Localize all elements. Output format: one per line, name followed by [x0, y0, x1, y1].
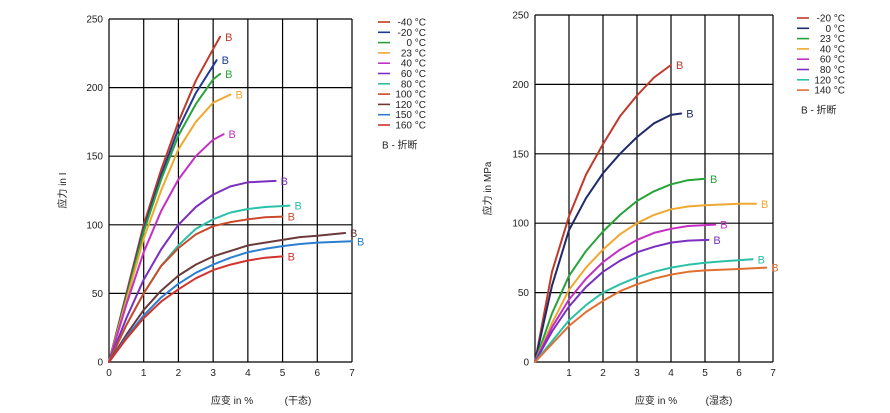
legend-label: 120 °C — [814, 75, 845, 86]
x-axis-label: 应变 in % — [211, 394, 253, 407]
x-tick-label: 2 — [176, 368, 182, 379]
legend-label: 150 °C — [395, 110, 426, 121]
break-label: B — [720, 220, 727, 232]
x-tick-label: 2 — [600, 368, 606, 379]
break-label: B — [758, 254, 765, 266]
y-tick-label: 0 — [523, 358, 529, 369]
series-line — [534, 223, 717, 363]
y-tick-label: 150 — [512, 149, 529, 160]
x-tick-label: 4 — [245, 368, 251, 379]
x-tick-label: 1 — [141, 368, 147, 379]
chart-dry: 0 1 2 3 4 5 6 7 0 50 100 150 200 250 应变 in % (干态) 应力 in … — [56, 15, 426, 408]
chart-wet: 1 2 3 4 5 6 7 0 50 100 150 200 250 应变 in % (湿态) 应力 in M… — [481, 11, 845, 408]
y-axis-label: 应力 in I — [56, 172, 69, 208]
x-tick-label: 6 — [315, 368, 321, 379]
break-label: B — [222, 55, 229, 67]
series-line — [108, 240, 353, 363]
break-label: B — [295, 201, 302, 213]
y-tick-label: 250 — [86, 15, 103, 26]
y-tick-label: 100 — [512, 219, 529, 230]
break-label: B — [713, 235, 720, 247]
series-line — [108, 179, 277, 363]
legend-label: 40 °C — [820, 44, 845, 55]
break-label: B — [710, 174, 717, 186]
x-tick-label: 4 — [668, 368, 674, 379]
legend-label: 160 °C — [395, 121, 426, 132]
legend-label: 23 °C — [401, 48, 426, 59]
x-tick-label: 7 — [770, 368, 776, 379]
series-line — [534, 202, 757, 363]
break-label: B — [281, 176, 288, 188]
break-label: B — [676, 60, 683, 72]
break-label: B — [350, 228, 357, 240]
legend-label: 120 °C — [395, 100, 426, 111]
legend-label: 0 °C — [825, 24, 845, 35]
series-line — [534, 238, 710, 363]
series-line — [108, 232, 347, 363]
series-line — [108, 215, 284, 363]
series-line — [534, 177, 706, 363]
x-tick-label: 3 — [634, 368, 640, 379]
break-label: B — [225, 32, 232, 44]
series-line — [534, 112, 683, 363]
legend-label: 0 °C — [406, 38, 426, 49]
legend-label: 60 °C — [401, 69, 426, 80]
series-line — [108, 35, 222, 363]
series-line — [108, 255, 284, 363]
y-tick-label: 50 — [92, 289, 104, 300]
legend-label: 23 °C — [820, 34, 845, 45]
legend-label: 100 °C — [395, 90, 426, 101]
x-tick-label: 3 — [210, 368, 216, 379]
series-line — [108, 204, 291, 363]
legend-label: -20 °C — [817, 14, 845, 25]
break-label: B — [229, 129, 236, 141]
x-axis-note: (湿态) — [706, 394, 733, 407]
series-line — [108, 93, 232, 363]
y-tick-label: 100 — [86, 220, 103, 231]
y-tick-label: 150 — [86, 152, 103, 163]
series-line — [534, 64, 672, 363]
y-tick-label: 200 — [512, 80, 529, 91]
series-line — [108, 59, 218, 363]
x-tick-label: 6 — [736, 368, 742, 379]
legend-label: 80 °C — [820, 65, 845, 76]
break-label: B — [288, 251, 295, 263]
x-tick-label: 7 — [349, 368, 355, 379]
legend-note: B - 折断 — [382, 138, 418, 151]
x-tick-label: 5 — [280, 368, 286, 379]
legend-label: 40 °C — [401, 59, 426, 70]
break-label: B — [761, 199, 768, 211]
legend-label: 60 °C — [820, 55, 845, 66]
y-axis-label: 应力 in MPa — [481, 161, 494, 215]
series-line — [534, 266, 768, 363]
y-tick-label: 50 — [518, 288, 530, 299]
x-axis-label: 应变 in % — [635, 394, 677, 407]
legend-note: B - 折断 — [801, 103, 837, 116]
break-label: B — [236, 89, 243, 101]
legend-label: 140 °C — [814, 86, 845, 97]
legend-label: -40 °C — [398, 18, 426, 29]
break-label: B — [225, 69, 232, 81]
y-tick-label: 0 — [97, 358, 103, 369]
legend-label: -20 °C — [398, 28, 426, 39]
break-label: B — [288, 212, 295, 224]
x-tick-label: 0 — [106, 368, 112, 379]
y-tick-label: 250 — [512, 11, 529, 22]
break-label: B — [686, 109, 693, 121]
legend-label: 80 °C — [401, 79, 426, 90]
x-tick-label: 1 — [566, 368, 572, 379]
series-line — [534, 258, 754, 363]
x-tick-label: 5 — [702, 368, 708, 379]
series-line — [108, 133, 225, 363]
x-axis-note: (干态) — [285, 394, 312, 407]
y-tick-label: 200 — [86, 83, 103, 94]
break-label: B — [771, 263, 778, 275]
break-label: B — [357, 236, 364, 248]
